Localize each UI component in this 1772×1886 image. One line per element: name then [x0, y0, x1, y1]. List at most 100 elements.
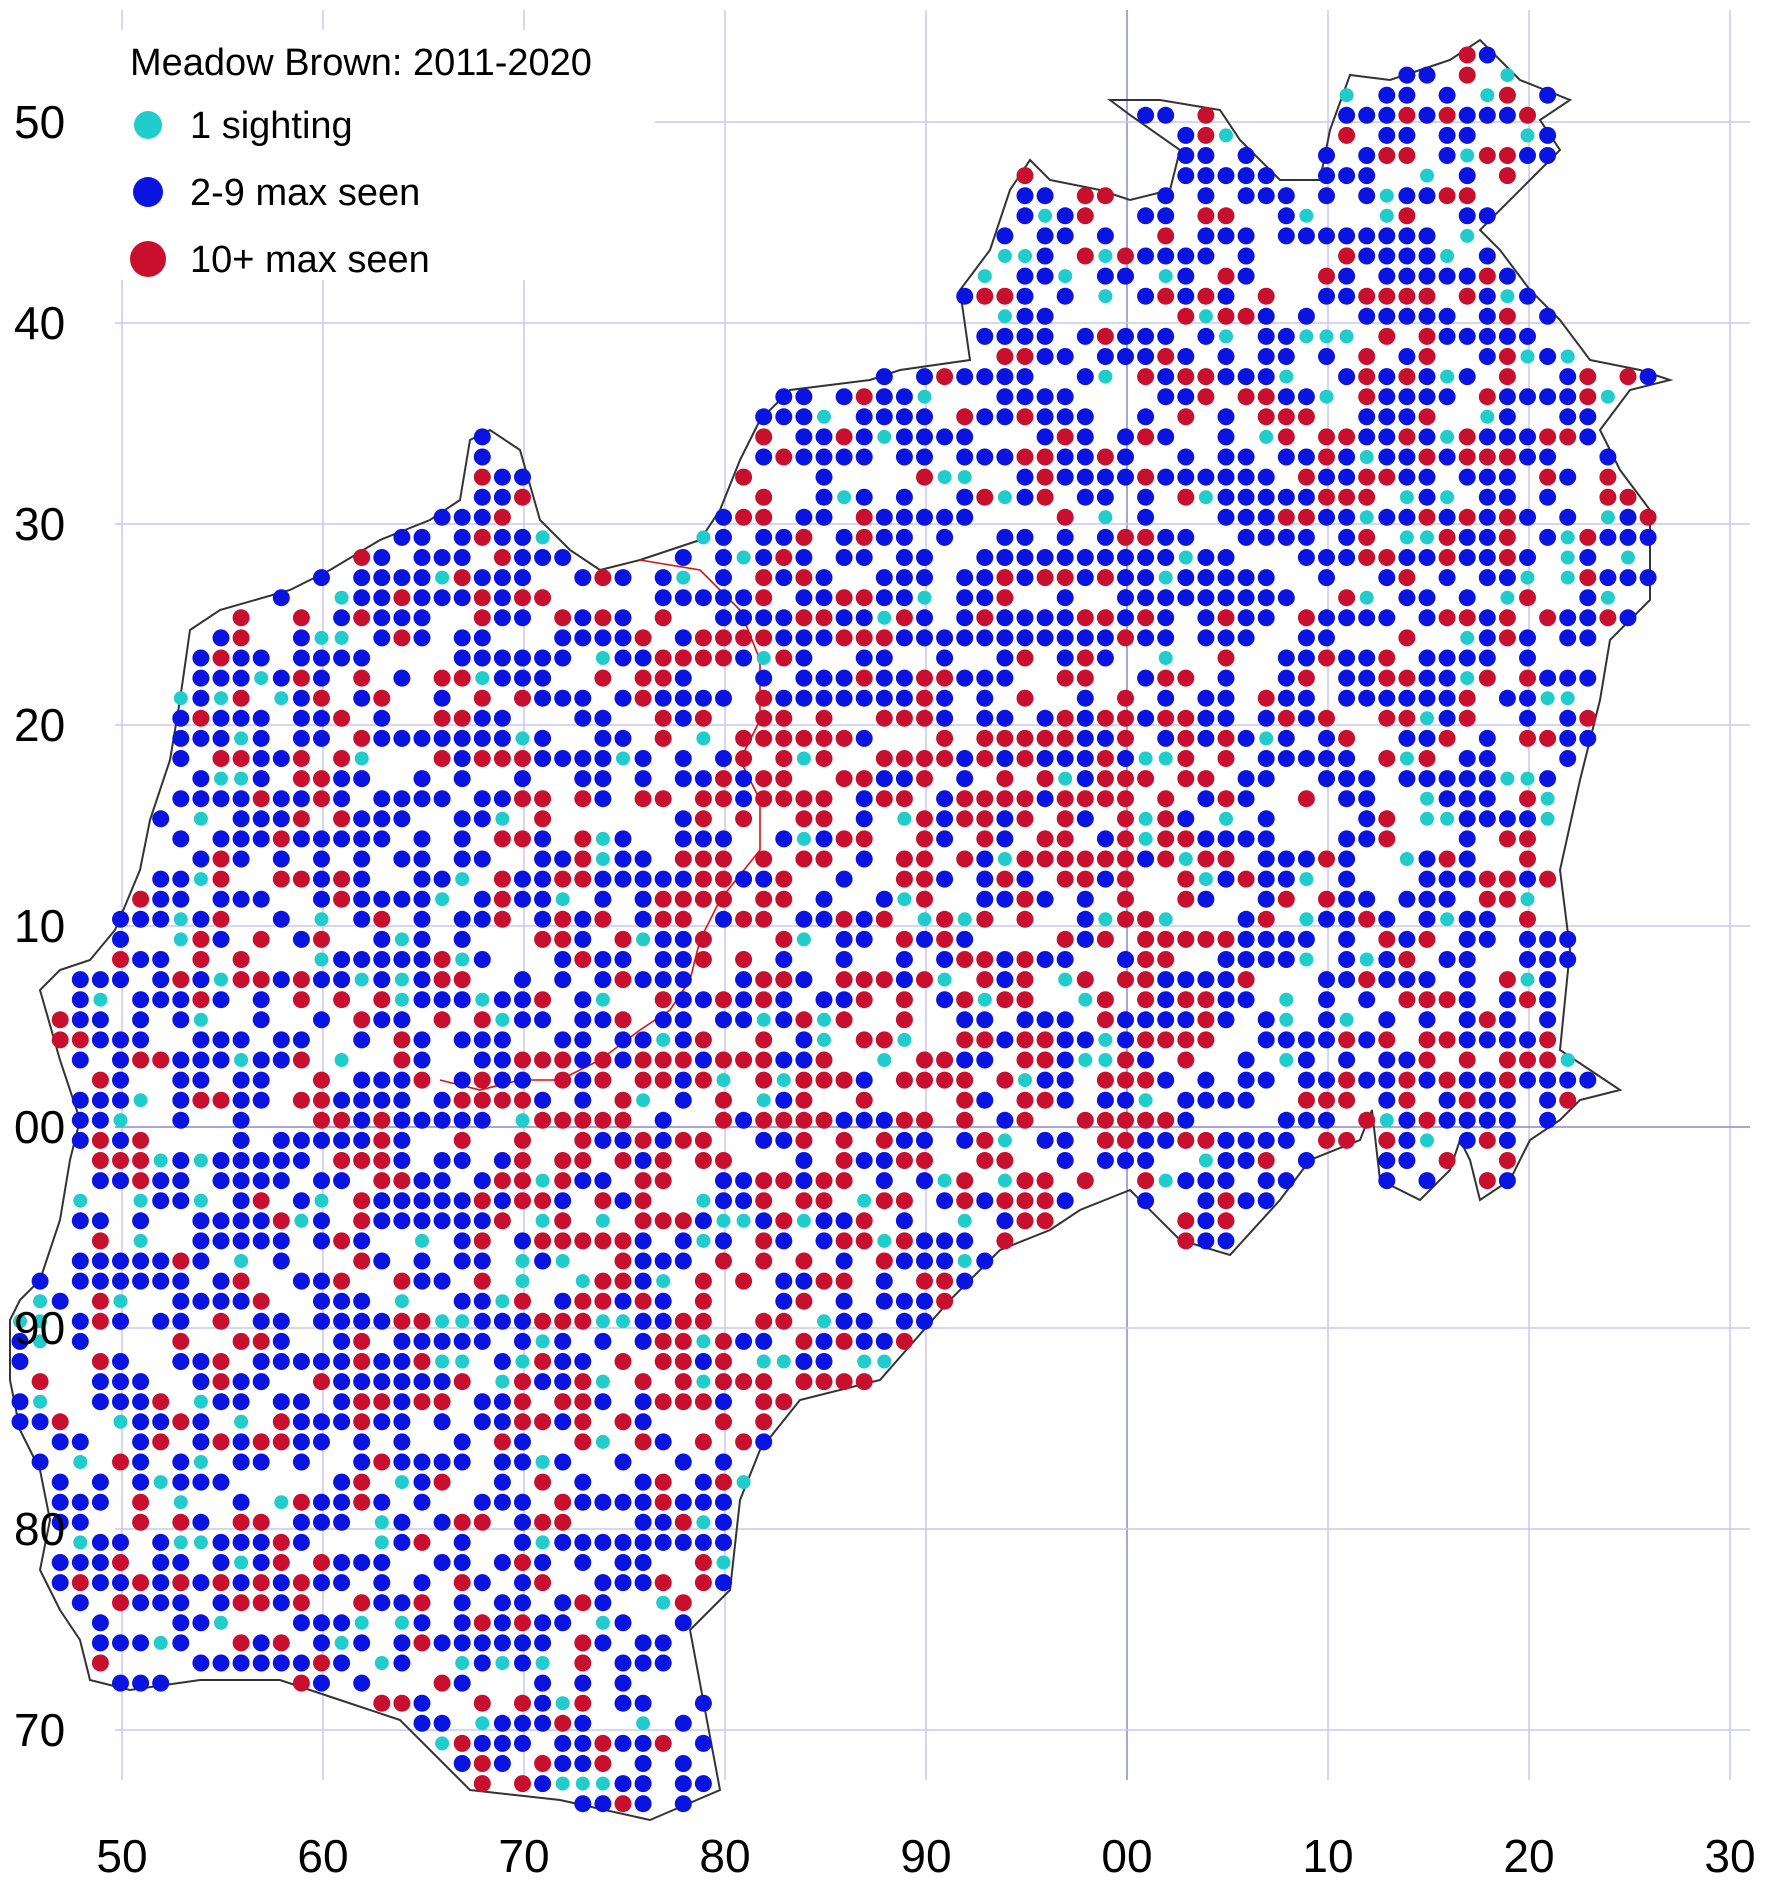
sighting-dot: [634, 1795, 652, 1813]
sighting-dot: [353, 649, 371, 667]
sighting-dot: [514, 1614, 531, 1632]
sighting-dot: [393, 951, 411, 968]
sighting-dot: [1600, 389, 1615, 404]
sighting-dot: [1438, 870, 1456, 888]
sighting-dot: [292, 810, 310, 828]
sighting-dot: [634, 1131, 652, 1149]
sighting-dot: [1117, 709, 1134, 727]
sighting-dot: [1217, 207, 1235, 225]
sighting-dot: [1016, 348, 1034, 365]
sighting-dot: [373, 991, 391, 1009]
sighting-dot: [1036, 709, 1054, 727]
sighting-dot: [936, 830, 954, 848]
sighting-dot: [514, 991, 531, 1009]
sighting-dot: [835, 830, 853, 848]
sighting-dot: [1297, 930, 1315, 948]
sighting-dot: [1559, 729, 1577, 747]
sighting-dot: [373, 930, 391, 948]
sighting-dot: [433, 750, 451, 767]
sighting-dot: [91, 1152, 109, 1169]
sighting-dot: [1498, 830, 1516, 848]
sighting-dot: [634, 1734, 652, 1752]
sighting-dot: [855, 910, 873, 928]
sighting-dot: [1398, 689, 1416, 707]
sighting-dot: [815, 488, 833, 506]
sighting-dot: [1358, 549, 1376, 566]
sighting-dot: [554, 609, 572, 627]
sighting-dot: [1237, 790, 1255, 808]
sighting-dot: [91, 1131, 109, 1149]
sighting-dot: [473, 910, 491, 928]
sighting-dot: [796, 1213, 811, 1228]
sighting-dot: [373, 1453, 391, 1471]
sighting-dot: [1498, 508, 1516, 526]
sighting-dot: [1458, 549, 1476, 566]
sighting-dot: [313, 1574, 330, 1592]
sighting-dot: [1438, 649, 1456, 667]
sighting-dot: [1076, 1111, 1094, 1129]
sighting-dot: [614, 1734, 632, 1752]
sighting-dot: [996, 709, 1014, 727]
sighting-dot: [292, 1353, 310, 1370]
sighting-dot: [232, 1654, 250, 1672]
sighting-dot: [815, 790, 833, 808]
sighting-dot: [1478, 247, 1496, 265]
sighting-dot: [654, 1734, 672, 1752]
sighting-dot: [895, 1192, 913, 1210]
sighting-dot: [1338, 267, 1356, 285]
sighting-dot: [796, 831, 811, 846]
sighting-dot: [413, 1272, 431, 1290]
sighting-dot: [1197, 247, 1215, 265]
sighting-dot: [1096, 649, 1114, 667]
sighting-dot: [1318, 428, 1335, 446]
sighting-dot: [534, 1513, 552, 1531]
sighting-dot: [1257, 348, 1275, 365]
sighting-dot: [1036, 348, 1054, 365]
sighting-dot: [574, 1011, 592, 1029]
sighting-dot: [133, 1193, 148, 1208]
sighting-dot: [1117, 1131, 1134, 1149]
sighting-dot: [1076, 770, 1094, 788]
sighting-dot: [1219, 811, 1233, 826]
sighting-dot: [654, 1252, 672, 1270]
sighting-dot: [313, 1433, 330, 1451]
sighting-dot: [1237, 930, 1255, 948]
sighting-dot: [634, 850, 652, 868]
sighting-dot: [1076, 729, 1094, 747]
sighting-dot: [1297, 227, 1315, 245]
sighting-dot: [1358, 307, 1376, 325]
sighting-dot: [1438, 549, 1456, 566]
sighting-dot: [674, 1594, 692, 1612]
sighting-dot: [895, 428, 913, 446]
sighting-dot: [534, 1312, 552, 1330]
sighting-dot: [554, 951, 572, 968]
sighting-dot: [514, 1654, 531, 1672]
sighting-dot: [1257, 508, 1275, 526]
sighting-dot: [1438, 1111, 1456, 1129]
sighting-dot: [1277, 1172, 1295, 1190]
sighting-dot: [393, 1433, 411, 1451]
sighting-dot: [1498, 1152, 1516, 1169]
sighting-dot: [413, 930, 431, 948]
sighting-dot: [815, 1332, 833, 1350]
sighting-dot: [493, 709, 511, 727]
sighting-dot: [373, 689, 391, 707]
sighting-dot: [1539, 951, 1557, 968]
sighting-dot: [292, 750, 310, 767]
sighting-dot: [1056, 589, 1074, 607]
sighting-dot: [936, 1272, 954, 1290]
sighting-dot: [956, 1051, 974, 1069]
sighting-dot: [493, 589, 511, 607]
sighting-dot: [875, 689, 893, 707]
sighting-dot: [1559, 930, 1577, 948]
sighting-dot: [956, 569, 974, 587]
sighting-dot: [1318, 750, 1335, 767]
sighting-dot: [1539, 729, 1557, 747]
sighting-dot: [91, 1212, 109, 1230]
sighting-dot: [373, 910, 391, 928]
sighting-dot: [755, 890, 773, 908]
sighting-dot: [1096, 609, 1114, 627]
sighting-dot: [435, 570, 450, 585]
sighting-dot: [1056, 790, 1074, 808]
sighting-dot: [674, 549, 692, 566]
